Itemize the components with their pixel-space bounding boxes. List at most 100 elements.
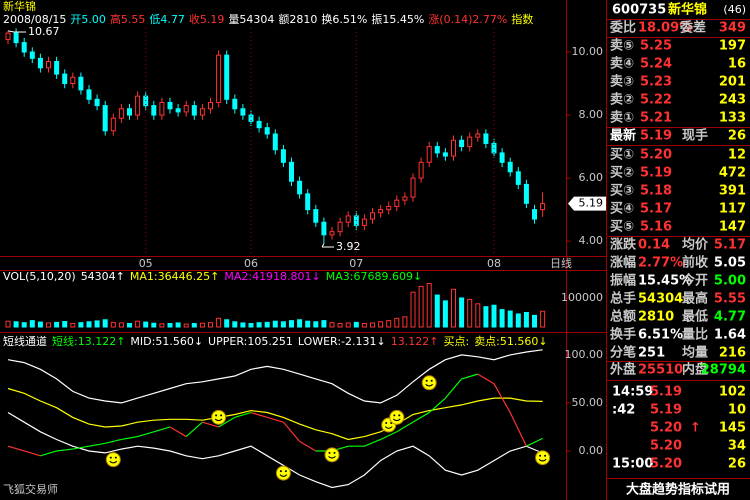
tick-time: :42	[612, 403, 635, 418]
legend-item: MA2:41918.801↓	[224, 270, 320, 283]
signal	[421, 375, 437, 391]
volume-bar	[175, 322, 181, 328]
stat-value: 54304	[638, 292, 683, 307]
candle-body	[208, 101, 213, 110]
signal-eye	[114, 456, 117, 459]
quote-item: 低4.77	[149, 13, 185, 26]
candle-body	[305, 193, 311, 211]
stat-label: 最低	[682, 309, 708, 325]
short-line-segment	[218, 416, 236, 428]
legend-item: VOL(5,10,20)	[3, 270, 76, 283]
signal-mouth	[425, 383, 434, 387]
tick-volume: 10	[728, 403, 746, 418]
volume-bar	[491, 304, 497, 328]
candle-body	[167, 101, 173, 110]
signal-mouth	[109, 460, 118, 464]
candle-body	[199, 108, 205, 116]
legend-item: MA1:36446.25↑	[130, 270, 219, 283]
short-line-segment	[137, 431, 154, 438]
volume-bar	[264, 321, 270, 328]
quote-item: 指数	[511, 12, 533, 26]
short-line-segment	[105, 438, 122, 444]
stat-value: 5.00	[714, 274, 746, 289]
volume-bar	[167, 323, 173, 328]
candle-body	[426, 146, 432, 163]
quote-item: 开5.00	[70, 13, 106, 26]
candle-body	[191, 105, 197, 116]
y-tick-label: 100000	[561, 291, 603, 304]
quote-item: 收5.19	[189, 12, 225, 26]
legend-item: 卖点:51.560↓	[474, 335, 547, 348]
y-tick-label: 8.00	[579, 108, 604, 121]
volume-bar	[378, 321, 384, 328]
short-line-segment	[202, 421, 219, 428]
last-label: 最新	[610, 128, 636, 144]
volume-bar	[305, 320, 311, 328]
candle-body	[297, 180, 303, 195]
signal	[105, 452, 121, 468]
legend-item: MID:51.560↓	[130, 335, 203, 348]
candle-body	[256, 120, 262, 129]
signal	[535, 450, 551, 466]
candle-body	[62, 73, 68, 85]
candle-body	[224, 54, 230, 100]
candle-body	[483, 133, 489, 144]
candle-body	[329, 231, 335, 236]
candle-body	[540, 203, 546, 211]
signal-mouth	[328, 455, 336, 459]
volume-bar	[183, 323, 189, 328]
candle-body	[135, 95, 141, 116]
order-label: 买④	[610, 202, 634, 217]
candle-body	[321, 221, 327, 236]
period-label: 日线	[550, 256, 572, 270]
order-label: 买③	[610, 184, 634, 199]
candle-body	[102, 105, 108, 132]
low-annotation: 3.92	[336, 240, 361, 253]
volume-bar	[353, 321, 359, 328]
candle-body	[378, 209, 384, 214]
volume-bar	[410, 291, 416, 328]
order-volume: 243	[719, 93, 746, 108]
volume-bar	[21, 322, 27, 328]
order-volume: 147	[719, 220, 746, 235]
signal-mouth	[384, 426, 393, 429]
signal-eye	[328, 451, 331, 454]
volume-bar	[135, 320, 141, 328]
order-price: 5.23	[640, 75, 672, 90]
volume-bar	[240, 322, 246, 328]
candle-body	[127, 108, 132, 116]
short-line-segment	[493, 383, 511, 413]
candle-body	[532, 209, 537, 220]
volume-bar	[54, 321, 60, 328]
volume-bar	[151, 322, 157, 328]
signal	[389, 409, 405, 425]
quote-item: 涨(0.14)2.77%	[428, 13, 507, 26]
signal-eye	[385, 422, 388, 425]
volume-bar	[442, 300, 448, 328]
legend-item: 短线:13.122↑	[52, 334, 125, 348]
order-label: 卖②	[610, 92, 634, 108]
candle-body	[46, 60, 51, 69]
legend-item: MA3:67689.609↓	[326, 270, 422, 283]
candle-body	[240, 108, 246, 116]
signal-eye	[425, 379, 428, 382]
quote-item: 额2810	[278, 13, 317, 26]
legend: VOL(5,10,20) 54304↑ MA1:36446.25↑ MA2:41918…	[3, 270, 422, 283]
order-volume: 197	[719, 39, 746, 54]
tick-time: 15:00	[612, 457, 653, 472]
channel-line	[7, 411, 543, 489]
x-tick-label: 06	[244, 257, 258, 270]
short-line-segment	[299, 440, 317, 452]
stat-value: 251	[638, 346, 665, 361]
volume-bar	[127, 323, 132, 328]
y-tick-label: 50.00	[572, 396, 604, 409]
stat-value: 216	[719, 346, 746, 361]
label: 委比	[609, 20, 636, 36]
stock-code: 600735	[612, 3, 666, 18]
volume-bar	[272, 320, 278, 328]
short-line-segment	[364, 438, 381, 447]
y-tick-label: 100.00	[565, 348, 604, 361]
order-volume: 133	[719, 111, 746, 126]
candle-body	[337, 221, 343, 233]
